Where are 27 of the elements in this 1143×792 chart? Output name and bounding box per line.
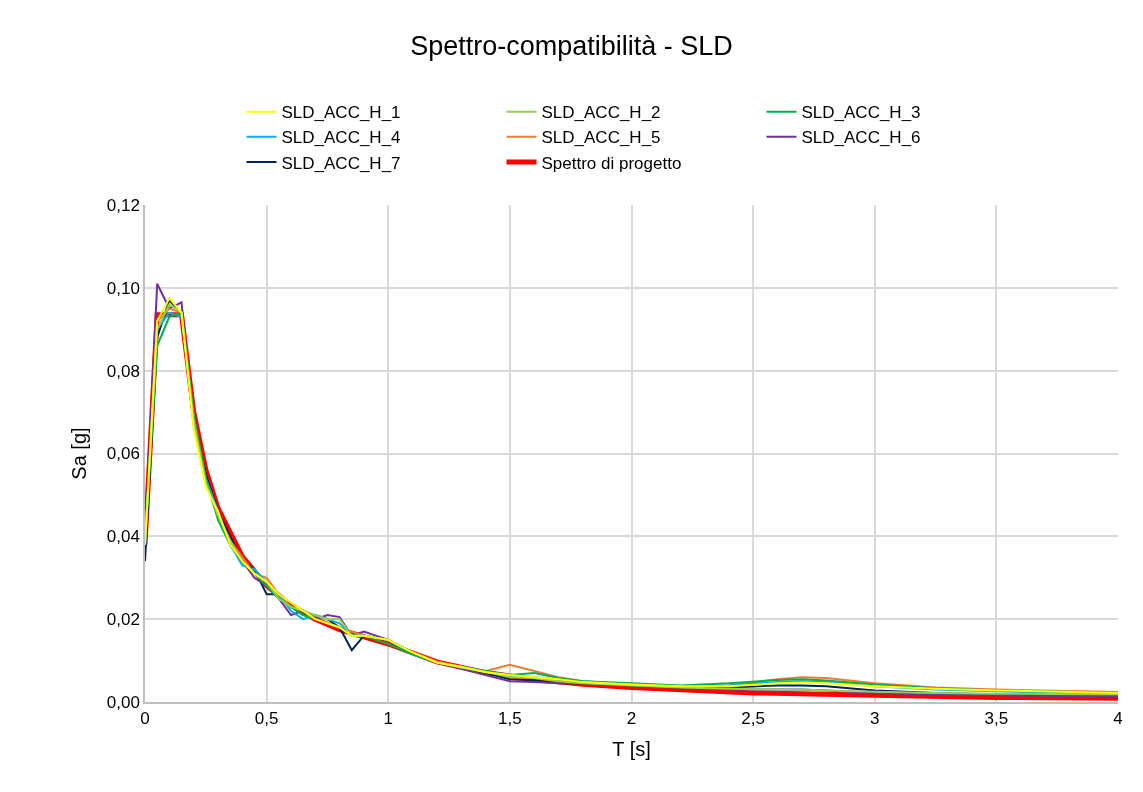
y-tick-label: 0,08 <box>106 361 140 381</box>
x-tick-label: 1,5 <box>498 709 522 729</box>
legend-label: SLD_ACC_H_2 <box>541 103 661 123</box>
x-tick-label: 2,5 <box>741 709 765 729</box>
y-tick-label: 0,06 <box>106 444 140 464</box>
x-tick-label: 4 <box>1113 709 1123 729</box>
chart-title: Spettro-compatibilità - SLD <box>410 30 733 61</box>
y-tick-label: 0,12 <box>106 195 140 215</box>
y-tick-label: 0,04 <box>106 527 140 547</box>
legend-label: SLD_ACC_H_4 <box>281 128 401 148</box>
x-axis-title: T [s] <box>612 738 651 761</box>
y-tick-label: 0,10 <box>106 278 140 298</box>
x-tick-label: 0,5 <box>254 709 279 729</box>
legend-label: SLD_ACC_H_3 <box>801 103 921 123</box>
legend-label: Spettro di progetto <box>541 153 682 173</box>
legend-label: SLD_ACC_H_1 <box>281 103 401 123</box>
legend-label: SLD_ACC_H_5 <box>541 128 661 148</box>
x-tick-label: 3,5 <box>984 709 1009 729</box>
x-tick-label: 2 <box>626 709 637 729</box>
x-tick-label: 1 <box>383 709 393 729</box>
y-tick-label: 0,02 <box>106 610 140 630</box>
x-tick-label: 3 <box>870 709 880 729</box>
legend-label: SLD_ACC_H_7 <box>281 153 401 173</box>
x-tick-label: 0 <box>140 709 150 729</box>
y-tick-label: 0,00 <box>106 692 140 712</box>
legend-label: SLD_ACC_H_6 <box>801 128 921 148</box>
y-axis-title: Sa [g] <box>67 427 90 480</box>
